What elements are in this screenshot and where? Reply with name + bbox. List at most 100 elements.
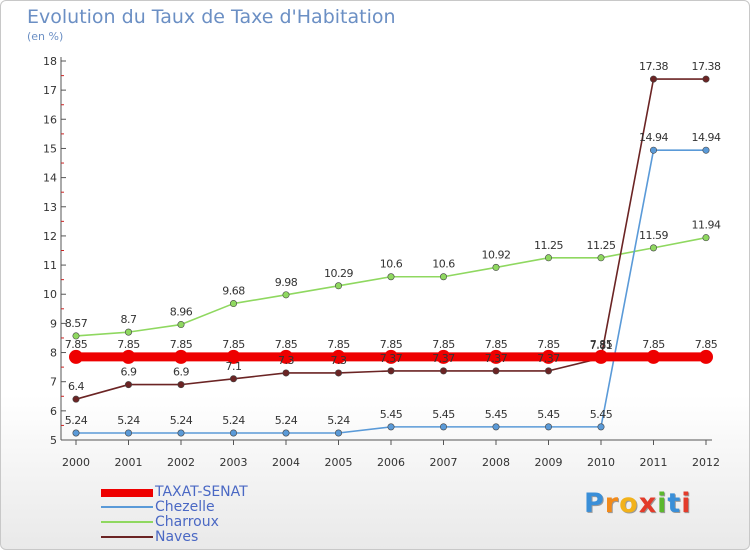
- legend-label: TAXAT-SENAT: [155, 484, 248, 500]
- data-point: [334, 429, 342, 437]
- y-tick-label: 6: [50, 405, 57, 418]
- data-point: [646, 349, 661, 364]
- data-point: [702, 234, 710, 242]
- data-label: 7.1: [226, 360, 242, 373]
- legend-swatch: [101, 506, 153, 508]
- data-point: [230, 375, 238, 383]
- logo-letter: r: [604, 488, 620, 519]
- data-point: [177, 381, 185, 389]
- data-label: 8.7: [121, 313, 137, 326]
- data-label: 7.37: [485, 352, 508, 365]
- x-tick-label: 2001: [115, 456, 143, 469]
- data-point: [649, 146, 657, 154]
- y-tick-label: 15: [43, 142, 57, 155]
- data-label: 11.94: [692, 219, 721, 232]
- logo-letter: x: [638, 488, 658, 519]
- data-label: 7.85: [590, 338, 613, 351]
- data-label: 11.59: [639, 229, 668, 242]
- data-point: [439, 423, 447, 431]
- y-tick-label: 5: [50, 434, 57, 447]
- data-label: 7.85: [275, 338, 298, 351]
- data-point: [125, 328, 133, 336]
- data-point: [492, 367, 500, 375]
- series-line-chezelle: [76, 149, 706, 434]
- data-label: 5.45: [485, 408, 508, 421]
- data-label: 7.3: [331, 354, 347, 367]
- x-tick-label: 2007: [430, 456, 458, 469]
- data-point: [125, 429, 133, 437]
- data-label: 11.25: [587, 239, 616, 252]
- legend-swatch: [101, 521, 153, 523]
- data-point: [177, 429, 185, 437]
- data-point: [334, 282, 342, 290]
- data-label: 7.37: [537, 352, 560, 365]
- legend-label: Naves: [155, 529, 199, 545]
- data-point: [649, 244, 657, 252]
- data-label: 10.6: [432, 258, 455, 271]
- data-point: [72, 429, 80, 437]
- data-label: 14.94: [639, 131, 668, 144]
- logo-letter: i: [681, 488, 692, 519]
- data-point: [384, 349, 398, 364]
- data-label: 7.85: [432, 338, 455, 351]
- data-point: [121, 349, 136, 364]
- data-label: 5.45: [380, 408, 403, 421]
- x-tick-label: 2003: [220, 456, 248, 469]
- data-point: [279, 349, 293, 364]
- data-point: [387, 367, 395, 375]
- data-label: 5.24: [327, 414, 350, 427]
- y-tick-label: 10: [43, 288, 57, 301]
- logo-letter: P: [584, 488, 605, 519]
- data-point: [699, 349, 713, 364]
- data-point: [489, 349, 503, 364]
- data-label: 10.92: [482, 248, 511, 261]
- data-label: 8.57: [65, 317, 88, 330]
- data-label: 7.85: [117, 338, 140, 351]
- data-point: [544, 423, 552, 431]
- y-tick-label: 9: [50, 317, 57, 330]
- data-point: [72, 332, 80, 340]
- legend-label: Charroux: [155, 514, 219, 530]
- data-label: 5.45: [590, 408, 613, 421]
- data-point: [282, 369, 290, 377]
- data-label: 5.24: [65, 414, 88, 427]
- x-tick-label: 2009: [535, 456, 563, 469]
- data-point: [230, 429, 238, 437]
- data-label: 7.85: [485, 338, 508, 351]
- data-point: [226, 349, 241, 364]
- data-label: 7.85: [65, 338, 88, 351]
- data-point: [492, 263, 500, 271]
- data-point: [702, 75, 710, 83]
- data-label: 7.85: [642, 338, 665, 351]
- x-tick-label: 2012: [692, 456, 720, 469]
- data-label: 5.45: [432, 408, 455, 421]
- data-label: 7.85: [695, 338, 718, 351]
- data-label: 6.4: [68, 380, 84, 393]
- data-label: 9.68: [222, 285, 245, 298]
- data-point: [544, 254, 552, 262]
- data-label: 6.9: [173, 366, 189, 379]
- data-label: 10.29: [324, 267, 353, 280]
- y-tick-label: 12: [43, 230, 57, 243]
- y-tick-label: 16: [43, 113, 57, 126]
- data-label: 11.25: [534, 239, 563, 252]
- x-tick-label: 2011: [640, 456, 668, 469]
- data-point: [597, 254, 605, 262]
- proxiti-logo: Proxiti: [584, 488, 692, 519]
- data-label: 7.85: [537, 338, 560, 351]
- x-tick-label: 2005: [325, 456, 353, 469]
- data-point: [69, 349, 83, 364]
- chart-subtitle: (en %): [27, 30, 64, 43]
- data-label: 8.96: [170, 306, 193, 319]
- data-label: 7.37: [432, 352, 455, 365]
- data-label: 17.38: [692, 60, 721, 73]
- data-label: 7.85: [380, 338, 403, 351]
- data-point: [282, 291, 290, 299]
- data-label: 5.24: [275, 414, 298, 427]
- y-tick-label: 18: [43, 55, 57, 68]
- data-label: 7.3: [278, 354, 294, 367]
- data-point: [125, 381, 133, 389]
- data-point: [541, 349, 556, 364]
